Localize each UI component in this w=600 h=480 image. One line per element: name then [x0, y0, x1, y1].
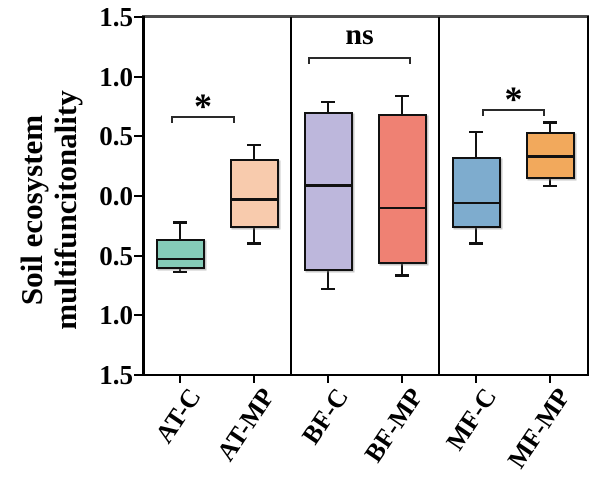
whisker-cap-top-MF-MP: [543, 121, 557, 124]
x-tick-mark: [179, 376, 181, 383]
median-line-MF-C: [453, 201, 499, 205]
y-tick-mark: [134, 16, 142, 18]
sig-bracket-line: [171, 116, 235, 119]
x-tick-mark: [327, 376, 329, 383]
sig-bracket-end-right: [233, 116, 235, 124]
plot-top-border: [142, 15, 589, 18]
sig-label-star: *: [504, 79, 523, 120]
x-tick-label: MF-MP: [502, 382, 577, 474]
sig-bracket-end-right: [543, 109, 545, 117]
x-tick-mark: [475, 376, 477, 383]
y-tick-mark: [134, 254, 142, 257]
box-AT-C: [155, 238, 205, 269]
whisker-cap-top-AT-MP: [247, 143, 261, 147]
y-tick-mark: [134, 314, 142, 317]
x-tick-mark: [253, 376, 255, 383]
x-tick-label: AT-C: [149, 382, 207, 449]
y-tick-label: 1.5: [99, 2, 133, 32]
whisker-cap-top-AT-C: [173, 221, 187, 224]
y-tick-mark: [134, 374, 142, 376]
median-line-AT-C: [157, 257, 203, 261]
box-AT-MP: [229, 159, 279, 229]
panel-separator: [438, 17, 440, 375]
whisker-cap-bottom-BF-MP: [395, 274, 409, 277]
sig-label-star: *: [194, 86, 212, 127]
y-tick-mark: [134, 195, 142, 197]
whisker-cap-bottom-MF-C: [469, 242, 483, 245]
y-tick-label: 0.5: [99, 121, 133, 152]
box-MF-C: [451, 156, 501, 229]
x-tick-mark: [549, 376, 551, 383]
sig-label-ns: ns: [345, 17, 374, 51]
y-axis-title-line1: Soil ecosystem: [14, 114, 49, 306]
whisker-cap-bottom-BF-C: [321, 287, 335, 291]
whisker-cap-bottom-AT-C: [173, 270, 187, 274]
x-tick-label: BF-C: [296, 382, 355, 450]
y-axis-title: Soil ecosystem multifuncitonality: [14, 0, 83, 420]
median-line-BF-C: [305, 184, 351, 187]
y-tick-label: 1.0: [99, 61, 133, 92]
sig-bracket-end-left: [482, 109, 484, 117]
y-tick-mark: [134, 75, 142, 78]
plot-right-border: [587, 16, 589, 376]
y-tick-label: 1.0: [99, 300, 133, 331]
y-tick-mark: [134, 135, 142, 138]
x-axis-line: [142, 374, 589, 376]
sig-bracket-end-left: [308, 56, 310, 64]
x-tick-label: MF-C: [440, 382, 503, 456]
panel-separator: [290, 17, 292, 375]
x-tick-label: AT-MP: [211, 382, 281, 467]
y-axis-line: [142, 16, 145, 376]
y-tick-label: 0.0: [99, 181, 133, 211]
whisker-cap-top-BF-MP: [395, 94, 409, 98]
median-line-BF-MP: [379, 206, 425, 210]
median-line-MF-MP: [527, 155, 573, 158]
median-line-AT-MP: [231, 198, 277, 201]
x-tick-mark: [401, 376, 403, 383]
sig-bracket-line: [482, 109, 545, 112]
whisker-cap-bottom-AT-MP: [247, 242, 261, 245]
box-BF-MP: [377, 113, 427, 265]
box-BF-C: [303, 112, 353, 272]
y-axis-title-line2: multifuncitonality: [48, 90, 83, 330]
whisker-cap-top-BF-C: [321, 100, 335, 104]
y-tick-label: 0.5: [99, 240, 133, 271]
sig-bracket-line: [308, 56, 411, 59]
sig-bracket-end-right: [409, 56, 411, 64]
whisker-cap-top-MF-C: [469, 130, 483, 134]
whisker-cap-bottom-MF-MP: [543, 184, 557, 188]
sig-bracket-end-left: [171, 116, 173, 124]
x-tick-label: BF-MP: [358, 382, 429, 468]
y-tick-label: 1.5: [99, 360, 133, 390]
